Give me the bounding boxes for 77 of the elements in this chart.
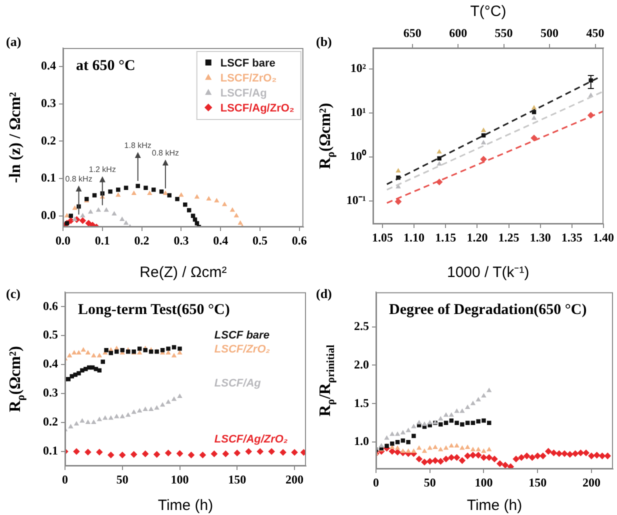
y-axis-title: Rρ(Ωcm²)	[317, 102, 337, 170]
text: LSCF/Ag	[214, 377, 262, 390]
y-tick-label: 2.5	[354, 318, 369, 333]
y-axis-title: Rρ(Ωcm²)	[7, 346, 27, 412]
y-tick-label: 10¹	[350, 105, 366, 120]
x-tick-label: 150	[228, 472, 246, 486]
x2-tick-label: 500	[540, 26, 559, 40]
x-tick-label: 0.3	[174, 233, 189, 248]
y-tick-label: 0.4	[43, 356, 58, 371]
annotation: 0.8 kHz	[152, 148, 180, 158]
y-tick-label: 0.2	[41, 133, 56, 148]
text: at 650 °C	[76, 58, 136, 74]
y-tick-label: 2.0	[354, 357, 369, 372]
y-tick-label: 0.5	[43, 328, 58, 342]
x-tick-label: 200	[286, 472, 304, 486]
x-tick-label: 1.25	[498, 230, 520, 244]
text: (b)	[316, 34, 332, 49]
x2-tick-label: 600	[449, 26, 468, 40]
text: LSCF bare	[214, 330, 270, 342]
legend-label: LSCF/Ag	[220, 88, 267, 100]
text: Degree of Degradation(650 °C)	[389, 302, 587, 318]
y-tick-label: 1.0	[354, 434, 369, 448]
y-tick-label: 0.6	[43, 298, 58, 313]
y-axis-title: Rρ/Rρrinitial	[317, 344, 337, 416]
annotation: 1.2 kHz	[88, 165, 116, 174]
y-axis-title: -ln (z) / Ωcm²	[7, 92, 24, 183]
legend-label: LSCF/Ag/ZrO₂	[220, 102, 294, 114]
legend-label: LSCF/ZrO₂	[220, 72, 277, 84]
x-tick-label: 0.4	[213, 233, 228, 248]
legend-label: LSCF bare	[220, 58, 276, 70]
x2-tick-label: 450	[586, 26, 604, 40]
x-tick-label: 1.10	[404, 230, 425, 244]
y-tick-label: 0.2	[43, 414, 58, 429]
x-tick-label: 0.5	[252, 233, 268, 248]
x-tick-label: 1.20	[466, 230, 488, 244]
y-tick-label: 0.1	[41, 170, 56, 185]
annotation: 1.8 kHz	[124, 140, 152, 150]
x2-axis-title: T(°C)	[470, 3, 506, 20]
x-axis-title: Time (h)	[158, 497, 214, 514]
x-axis-title: Time (h)	[466, 497, 522, 514]
x-tick-label: 50	[424, 475, 436, 490]
y-tick-label: 10⁰	[350, 149, 367, 164]
x-tick-label: 0.6	[292, 233, 307, 248]
x2-tick-label: 550	[494, 26, 513, 40]
x-tick-label: 1.30	[530, 230, 551, 244]
x-tick-label: 0.1	[94, 233, 110, 248]
y-tick-label: 0.0	[41, 208, 56, 222]
y-tick-label: 1.5	[354, 396, 369, 410]
text: LSCF/ZrO₂	[214, 344, 270, 356]
y-tick-label: 0.4	[41, 58, 56, 73]
x-tick-label: 1.15	[435, 230, 456, 244]
y-tick-label: 0.3	[43, 386, 58, 400]
x-tick-label: 50	[116, 472, 128, 486]
x-tick-label: 200	[582, 475, 600, 490]
x-tick-label: 1.35	[561, 230, 582, 244]
y-tick-label: 10⁻¹	[346, 193, 366, 208]
x-tick-label: 0.2	[134, 233, 150, 248]
x-tick-label: 0	[62, 472, 68, 486]
x-tick-label: 100	[474, 475, 493, 490]
x-tick-label: 0.0	[56, 233, 70, 248]
x2-tick-label: 650	[403, 26, 422, 40]
x-axis-title: Re(Z) / Ωcm²	[140, 264, 227, 281]
annotation: 0.8 kHz	[65, 174, 92, 184]
x-tick-label: 100	[170, 472, 189, 486]
text: (c)	[6, 286, 20, 301]
x-axis-title: 1000 / T(k⁻¹)	[446, 264, 530, 281]
text: (a)	[6, 34, 22, 49]
y-tick-label: 10²	[350, 61, 366, 76]
x-tick-label: 0	[373, 475, 379, 490]
x-tick-label: 1.40	[593, 230, 614, 244]
y-tick-label: 0.1	[43, 444, 58, 458]
series-label: LSCF/Ag/ZrO₂	[214, 433, 288, 446]
x-tick-label: 1.05	[372, 230, 393, 244]
y-tick-label: 0.3	[41, 96, 56, 110]
x-tick-label: 150	[528, 475, 547, 490]
text: (d)	[316, 286, 332, 301]
text: Long-term Test(650 °C)	[78, 302, 230, 318]
